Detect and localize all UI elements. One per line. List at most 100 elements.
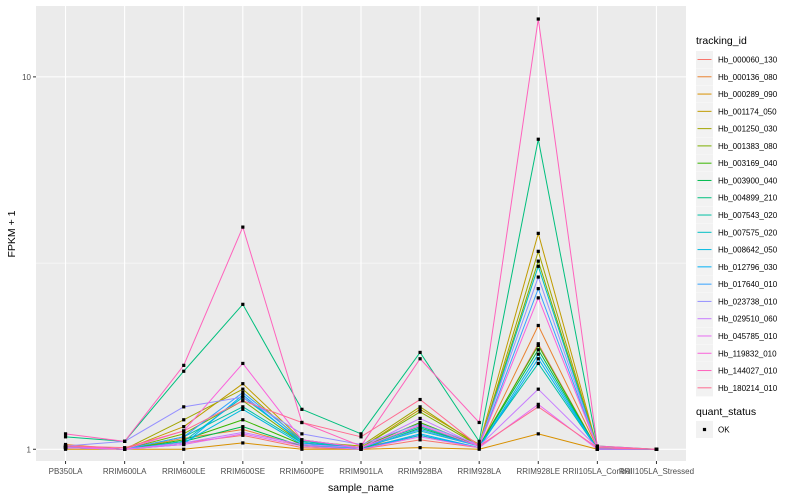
data-point: [241, 399, 245, 403]
data-point: [536, 231, 540, 235]
legend-label: Hb_003900_040: [718, 176, 778, 185]
x-tick-label: RRIM600PE: [280, 467, 324, 476]
legend-label: Hb_007575_020: [718, 228, 778, 237]
data-point: [241, 425, 245, 429]
data-point: [241, 361, 245, 366]
data-point: [536, 387, 540, 391]
data-point: [536, 264, 540, 268]
data-point: [477, 447, 481, 451]
legend-label: Hb_017640_010: [718, 280, 778, 289]
data-point: [418, 435, 422, 439]
data-point: [536, 287, 540, 291]
data-point: [63, 435, 68, 439]
data-point: [63, 432, 68, 436]
data-point: [536, 259, 540, 263]
x-tick-label: RRIM600LA: [103, 467, 147, 476]
data-point: [359, 447, 363, 451]
x-tick-label: RRIM928LE: [516, 467, 560, 476]
y-tick-label: 10: [22, 73, 31, 82]
data-point: [418, 446, 422, 450]
data-point: [241, 390, 245, 395]
legend-label: Hb_000060_130: [718, 56, 778, 65]
legend: tracking_id Hb_000060_130Hb_000136_080Hb…: [696, 35, 778, 438]
data-point: [182, 425, 186, 429]
data-point: [123, 439, 127, 443]
data-point: [182, 435, 186, 439]
legend-title-quant-status: quant_status: [696, 406, 756, 418]
data-point: [182, 363, 186, 367]
data-point: [300, 447, 304, 451]
data-point: [536, 352, 540, 356]
legend-label: Hb_001174_050: [718, 107, 777, 116]
data-point: [241, 395, 245, 399]
data-point: [536, 249, 540, 253]
data-point: [359, 435, 363, 439]
data-point: [477, 439, 481, 443]
legend-label: Hb_180214_010: [718, 384, 778, 393]
y-tick-label: 1: [27, 445, 32, 454]
data-point: [241, 393, 245, 397]
data-point: [418, 432, 422, 436]
data-point: [418, 405, 422, 409]
data-point: [241, 432, 245, 436]
data-point: [182, 405, 186, 409]
data-point: [300, 407, 304, 411]
data-point: [241, 407, 245, 411]
data-point: [182, 432, 186, 436]
data-point: [241, 441, 245, 445]
x-tick-label: RRII105LA_Stressed: [619, 467, 694, 476]
data-point: [300, 444, 304, 448]
data-point: [182, 369, 186, 373]
legend-label: Hb_004899_210: [718, 194, 778, 203]
legend-label: Hb_007543_020: [718, 211, 778, 220]
data-point: [182, 418, 186, 422]
data-point: [418, 423, 422, 427]
data-point: [241, 387, 245, 391]
legend-label: Hb_012796_030: [718, 263, 778, 272]
data-point: [182, 442, 186, 447]
data-point: [182, 429, 186, 433]
data-point: [123, 447, 127, 451]
x-tick-label: RRIM901LA: [339, 467, 383, 476]
data-point: [63, 444, 68, 448]
data-point: [654, 447, 659, 451]
data-point: [536, 405, 540, 409]
data-point: [536, 323, 540, 328]
x-tick-label: PB350LA: [49, 467, 83, 476]
data-point: [359, 432, 363, 436]
legend-label: Hb_000289_090: [718, 90, 778, 99]
data-point: [536, 296, 540, 300]
data-point: [595, 447, 599, 451]
data-point: [300, 438, 304, 442]
data-point: [418, 410, 422, 414]
data-point: [241, 225, 245, 229]
data-point: [123, 446, 127, 450]
data-point: [536, 343, 540, 348]
data-point: [536, 275, 540, 279]
legend-label: Hb_029510_060: [718, 315, 778, 324]
legend-label: Hb_119832_010: [718, 349, 777, 358]
legend-title-tracking-id: tracking_id: [696, 35, 747, 47]
data-point: [536, 348, 540, 352]
data-point: [536, 342, 540, 346]
x-axis-title: sample_name: [328, 482, 394, 494]
data-point: [536, 137, 540, 141]
data-point: [418, 438, 422, 442]
data-point: [477, 444, 481, 448]
data-point: [536, 17, 540, 21]
legend-label: Hb_001250_030: [718, 125, 778, 134]
legend-label: Hb_003169_040: [718, 159, 778, 168]
series-points: [63, 17, 659, 451]
data-point: [536, 361, 540, 366]
data-point: [536, 357, 540, 361]
data-point: [418, 427, 422, 432]
data-point: [536, 432, 540, 436]
legend-label: Hb_001383_080: [718, 142, 778, 151]
legend-shape-entries: OK: [696, 421, 730, 438]
data-point: [241, 427, 245, 432]
data-point: [595, 446, 599, 450]
x-axis: PB350LA RRIM600LA RRIM600LE RRIM600SE RRIM60…: [49, 461, 694, 476]
data-point: [418, 350, 422, 355]
data-point: [241, 302, 245, 306]
